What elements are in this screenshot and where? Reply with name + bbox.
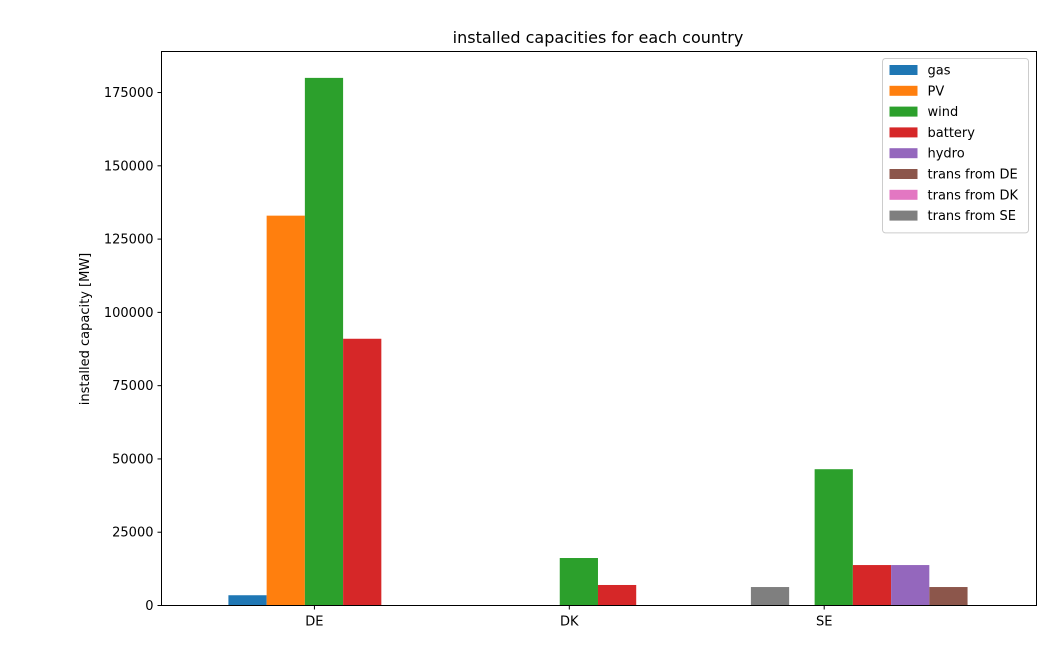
legend-label: trans from DK — [928, 188, 1019, 203]
y-tick-label: 25000 — [112, 526, 153, 541]
plot-frame — [161, 51, 1037, 606]
bar-se-hydro — [891, 565, 930, 606]
x-tick-label: DE — [305, 615, 323, 630]
legend-swatch — [889, 210, 918, 221]
bar-se-wind — [814, 469, 853, 606]
legend-label: battery — [928, 126, 976, 141]
bars-group — [228, 77, 968, 606]
legend-swatch — [889, 65, 918, 75]
legend: gas PV wind battery hydro trans from DE trans … — [882, 58, 1029, 234]
legend-swatch — [889, 127, 918, 138]
legend-box — [882, 58, 1029, 234]
chart-title: installed capacities for each country — [453, 28, 744, 47]
bar-dk-trans-from-se — [750, 587, 790, 606]
bar-se-battery — [852, 565, 892, 606]
bar-de-gas — [228, 595, 267, 606]
legend-label: gas — [928, 64, 951, 79]
legend-swatch — [889, 189, 918, 200]
y-tick-label: 175000 — [104, 86, 154, 101]
axis-ticks: 0 25000 50000 75000 100000 125000 150000 175000… — [104, 86, 833, 629]
bar-de-battery — [343, 338, 382, 606]
legend-label: wind — [928, 105, 959, 120]
bar-dk-battery — [597, 584, 637, 606]
y-tick-label: 75000 — [112, 379, 153, 394]
legend-swatch — [889, 106, 918, 117]
y-axis-label: installed capacity [MW] — [78, 253, 93, 406]
y-tick-label: 0 — [145, 599, 153, 614]
bar-de-wind — [304, 77, 344, 606]
y-tick-label: 125000 — [104, 233, 154, 248]
y-tick-label: 50000 — [112, 452, 153, 467]
legend-label: PV — [928, 84, 945, 99]
bar-de-pv — [266, 215, 305, 606]
bar-se-trans-from-de — [929, 587, 968, 606]
x-tick-label: SE — [816, 615, 832, 630]
legend-swatch — [889, 85, 918, 96]
x-tick-label: DK — [560, 615, 579, 630]
legend-swatch — [889, 169, 918, 179]
legend-swatch — [889, 148, 918, 159]
bar-dk-wind — [559, 558, 598, 606]
legend-label: hydro — [928, 147, 965, 162]
y-tick-label: 150000 — [104, 159, 154, 174]
legend-label: trans from DE — [928, 168, 1018, 183]
legend-label: trans from SE — [928, 209, 1016, 224]
y-tick-label: 100000 — [104, 306, 154, 321]
